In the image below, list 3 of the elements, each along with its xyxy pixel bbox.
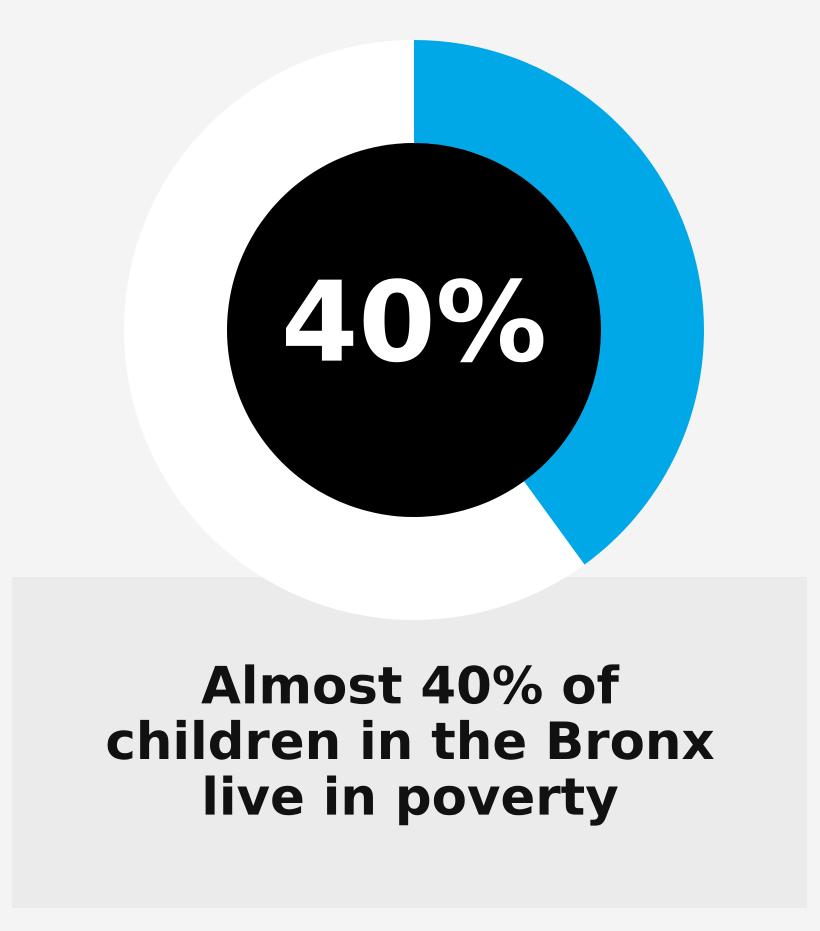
text: Almost 40% of children in the Bronx live in poverty bbox=[108, 664, 714, 826]
donut-slice bbox=[124, 40, 584, 620]
text: 40% bbox=[286, 278, 544, 362]
